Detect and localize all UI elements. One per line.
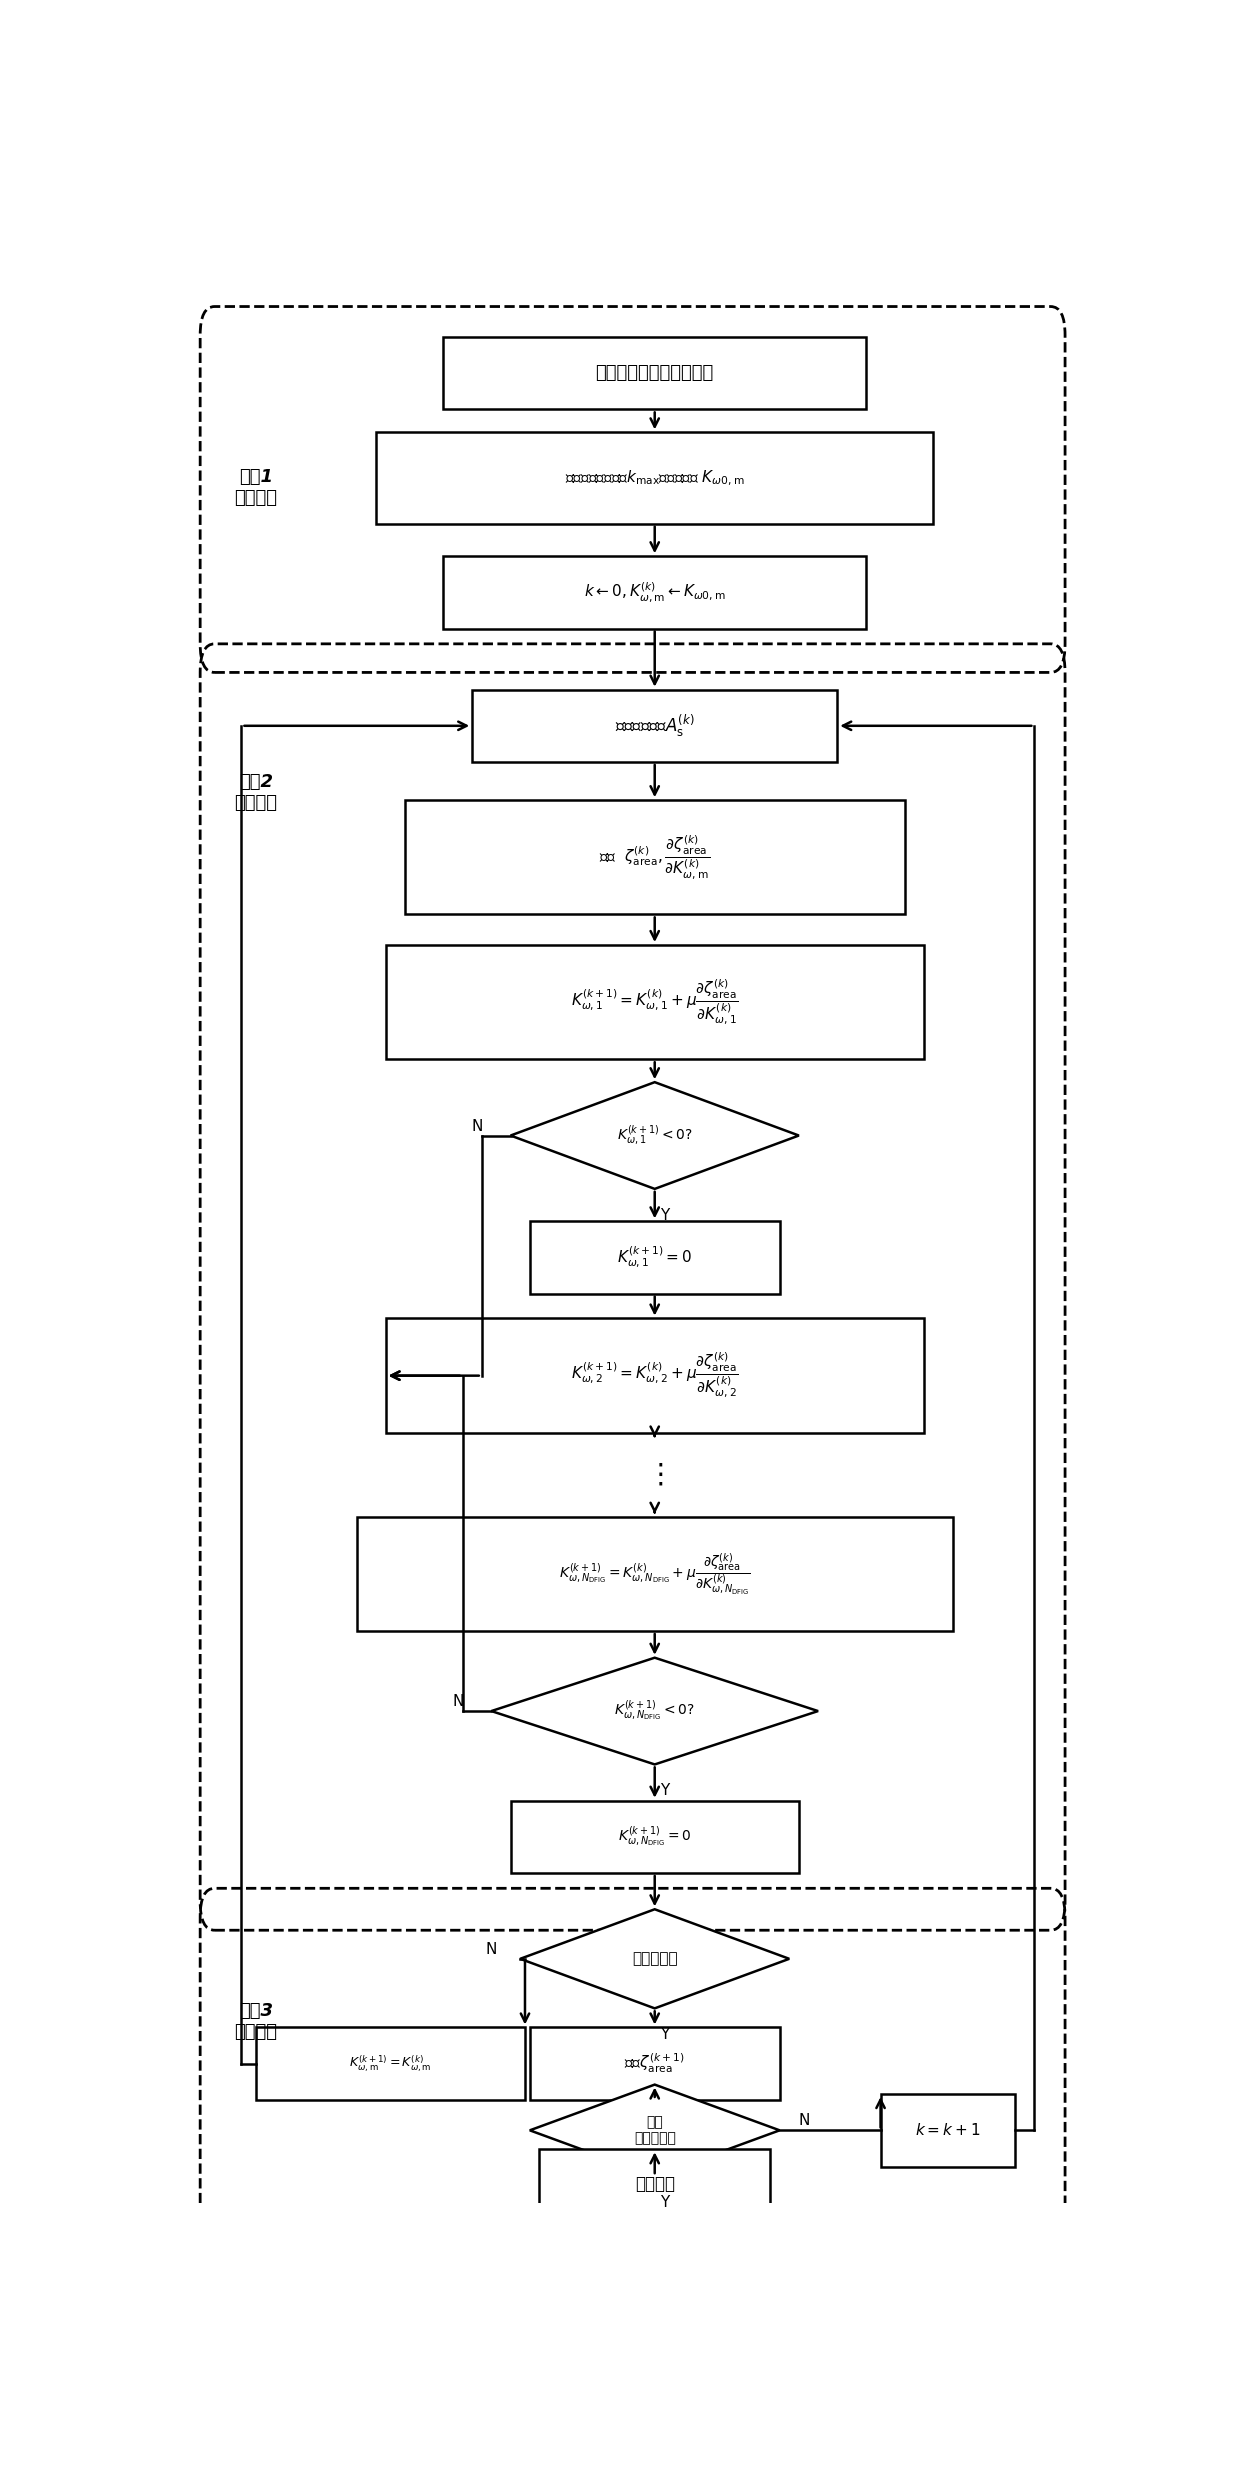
Text: $K_{\omega,1}^{(k+1)}=0$: $K_{\omega,1}^{(k+1)}=0$ <box>618 1245 692 1270</box>
Text: $k=k+1$: $k=k+1$ <box>915 2124 981 2138</box>
Text: $K_{\omega,2}^{(k+1)}=K_{\omega,2}^{(k)}+\mu\dfrac{\partial\zeta_{\mathrm{area}}: $K_{\omega,2}^{(k+1)}=K_{\omega,2}^{(k)}… <box>570 1351 739 1401</box>
Text: 设置最大迭代次数$k_{\mathrm{max}}$，选取初值 $K_{\omega 0,\mathrm{m}}$: 设置最大迭代次数$k_{\mathrm{max}}$，选取初值 $K_{\ome… <box>565 468 744 488</box>
FancyBboxPatch shape <box>529 2027 780 2099</box>
Polygon shape <box>529 2084 780 2176</box>
FancyBboxPatch shape <box>255 2027 525 2099</box>
Text: Y: Y <box>660 1208 668 1223</box>
Text: $K_{\omega,N_{\mathrm{DFIG}}}^{(k+1)}=0$: $K_{\omega,N_{\mathrm{DFIG}}}^{(k+1)}=0$ <box>618 1824 692 1849</box>
FancyBboxPatch shape <box>529 1220 780 1294</box>
Polygon shape <box>521 1908 789 2007</box>
FancyBboxPatch shape <box>357 1517 952 1631</box>
Text: 步骤1
数据准备: 步骤1 数据准备 <box>234 468 278 507</box>
Text: N: N <box>471 1119 482 1134</box>
Text: 原始数据及潮流结果输入: 原始数据及潮流结果输入 <box>595 364 714 381</box>
Text: 求解$\zeta_{\mathrm{area}}^{(k+1)}$: 求解$\zeta_{\mathrm{area}}^{(k+1)}$ <box>625 2052 684 2077</box>
FancyBboxPatch shape <box>404 799 905 913</box>
Text: 满足约束？: 满足约束？ <box>632 1950 677 1965</box>
Text: $K_{\omega,N_{\mathrm{DFIG}}}^{(k+1)}<0?$: $K_{\omega,N_{\mathrm{DFIG}}}^{(k+1)}<0?… <box>614 1698 696 1723</box>
Text: 满足
终止条件？: 满足 终止条件？ <box>634 2116 676 2146</box>
Text: 步骤3
终止判定: 步骤3 终止判定 <box>234 2002 278 2042</box>
FancyBboxPatch shape <box>444 337 866 408</box>
Text: 构建状态矩阵$A_{\mathrm{s}}^{(k)}$: 构建状态矩阵$A_{\mathrm{s}}^{(k)}$ <box>615 713 694 740</box>
Polygon shape <box>491 1658 818 1765</box>
Text: $K_{\omega,N_{\mathrm{DFIG}}}^{(k+1)}=K_{\omega,N_{\mathrm{DFIG}}}^{(k)}+\mu\dfr: $K_{\omega,N_{\mathrm{DFIG}}}^{(k+1)}=K_… <box>559 1552 750 1596</box>
FancyBboxPatch shape <box>386 945 924 1059</box>
Text: 步骤2
迭代求解: 步骤2 迭代求解 <box>234 772 278 812</box>
Text: Y: Y <box>660 2027 668 2042</box>
FancyBboxPatch shape <box>444 557 866 629</box>
Text: Y: Y <box>660 1784 668 1799</box>
FancyBboxPatch shape <box>511 1802 799 1874</box>
Text: $K_{\omega,1}^{(k+1)}<0?$: $K_{\omega,1}^{(k+1)}<0?$ <box>616 1124 693 1146</box>
Text: $k\leftarrow 0,K_{\omega,\mathrm{m}}^{(k)}\leftarrow K_{\omega 0,\mathrm{m}}$: $k\leftarrow 0,K_{\omega,\mathrm{m}}^{(k… <box>584 582 725 604</box>
FancyBboxPatch shape <box>539 2148 770 2218</box>
Text: 输出结果: 输出结果 <box>635 2176 675 2193</box>
Text: 求解  $\zeta_{\mathrm{area}}^{(k)},\dfrac{\partial\zeta_{\mathrm{area}}^{(k)}}{\pa: 求解 $\zeta_{\mathrm{area}}^{(k)},\dfrac{\… <box>599 834 711 881</box>
Text: N: N <box>453 1693 464 1710</box>
FancyBboxPatch shape <box>376 433 934 525</box>
Text: $\vdots$: $\vdots$ <box>646 1460 663 1490</box>
Text: $K_{\omega,1}^{(k+1)}=K_{\omega,1}^{(k)}+\mu\dfrac{\partial\zeta_{\mathrm{area}}: $K_{\omega,1}^{(k+1)}=K_{\omega,1}^{(k)}… <box>570 978 739 1027</box>
FancyBboxPatch shape <box>880 2094 1016 2166</box>
FancyBboxPatch shape <box>386 1319 924 1433</box>
Text: Y: Y <box>660 2195 668 2210</box>
Polygon shape <box>511 1082 799 1188</box>
Text: $K_{\omega,\mathrm{m}}^{(k+1)}=K_{\omega,\mathrm{m}}^{(k)}$: $K_{\omega,\mathrm{m}}^{(k+1)}=K_{\omega… <box>350 2054 432 2074</box>
Text: N: N <box>799 2114 810 2128</box>
FancyBboxPatch shape <box>472 691 837 762</box>
Text: N: N <box>486 1943 497 1958</box>
